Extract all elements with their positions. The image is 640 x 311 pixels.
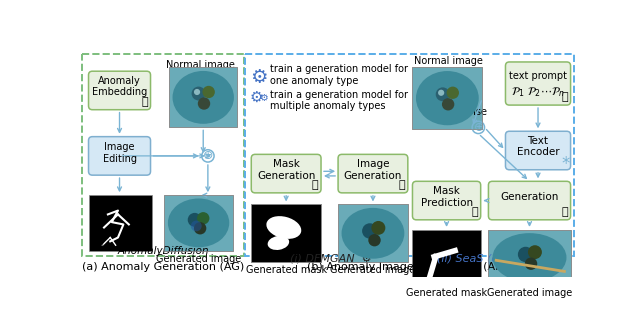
Ellipse shape — [168, 198, 229, 247]
Text: Generated mask: Generated mask — [406, 288, 487, 298]
Ellipse shape — [197, 212, 209, 225]
FancyBboxPatch shape — [506, 62, 571, 105]
Text: train a generation model for
multiple anomaly types: train a generation model for multiple an… — [270, 90, 408, 111]
Text: Text
Encoder: Text Encoder — [516, 136, 559, 157]
Text: Generated image: Generated image — [330, 265, 415, 275]
Text: Normal image: Normal image — [414, 56, 483, 66]
Bar — [164, 195, 233, 251]
FancyBboxPatch shape — [88, 71, 150, 110]
FancyBboxPatch shape — [488, 181, 571, 220]
Ellipse shape — [493, 233, 566, 282]
Bar — [83, 54, 244, 256]
Text: Generated mask: Generated mask — [246, 265, 326, 275]
Text: ⚙: ⚙ — [250, 68, 268, 87]
Text: ⚙: ⚙ — [259, 93, 268, 103]
Ellipse shape — [342, 208, 404, 259]
Ellipse shape — [371, 221, 385, 235]
Bar — [488, 230, 571, 285]
Text: AnomalyDiffusion: AnomalyDiffusion — [117, 246, 209, 256]
Text: train a generation model for
one anomaly type: train a generation model for one anomaly… — [270, 64, 408, 86]
Text: Image
Editing: Image Editing — [102, 142, 136, 164]
FancyBboxPatch shape — [412, 181, 481, 220]
Text: 🔥: 🔥 — [398, 180, 405, 190]
Ellipse shape — [438, 90, 444, 96]
Ellipse shape — [191, 86, 205, 100]
Text: Anomaly
Embedding: Anomaly Embedding — [92, 76, 147, 97]
Ellipse shape — [525, 258, 537, 270]
FancyBboxPatch shape — [88, 137, 150, 175]
Text: $\mathcal{P}_1\ \mathcal{P}_2\cdots\mathcal{P}_n$: $\mathcal{P}_1\ \mathcal{P}_2\cdots\math… — [511, 85, 565, 99]
Ellipse shape — [362, 223, 378, 239]
Text: Generated image: Generated image — [487, 288, 572, 298]
Text: 🔥: 🔥 — [141, 97, 148, 107]
Bar — [338, 204, 408, 262]
Bar — [169, 67, 237, 128]
FancyBboxPatch shape — [506, 131, 571, 170]
Bar — [252, 204, 321, 262]
Bar — [252, 204, 321, 262]
Text: Mask
Prediction: Mask Prediction — [420, 186, 472, 207]
Ellipse shape — [188, 213, 202, 227]
Ellipse shape — [202, 86, 215, 98]
Ellipse shape — [198, 97, 210, 110]
Ellipse shape — [436, 87, 450, 101]
Bar — [412, 67, 482, 129]
Ellipse shape — [266, 216, 301, 239]
Ellipse shape — [368, 234, 381, 246]
Ellipse shape — [528, 245, 542, 259]
Text: (i) DFMGAN  ⚙: (i) DFMGAN ⚙ — [289, 254, 371, 264]
Text: (b) Anomaly Image Generation (AIG): (b) Anomaly Image Generation (AIG) — [307, 262, 511, 272]
Ellipse shape — [442, 98, 454, 110]
Text: 🔥: 🔥 — [471, 207, 478, 217]
Text: Mask
Generation: Mask Generation — [257, 159, 316, 181]
Ellipse shape — [447, 86, 459, 99]
FancyBboxPatch shape — [338, 154, 408, 193]
Text: 🔥: 🔥 — [312, 180, 318, 190]
Bar — [412, 67, 482, 129]
Text: $\oplus$: $\oplus$ — [202, 149, 214, 162]
Text: 🔥: 🔥 — [561, 92, 568, 102]
Ellipse shape — [194, 89, 200, 95]
Ellipse shape — [191, 220, 202, 231]
Bar — [412, 230, 481, 285]
Bar — [245, 54, 573, 256]
Ellipse shape — [518, 247, 533, 262]
Ellipse shape — [194, 222, 206, 234]
Text: 🔥: 🔥 — [561, 207, 568, 217]
Text: text prompt: text prompt — [509, 71, 567, 81]
Text: *: * — [562, 155, 570, 173]
FancyBboxPatch shape — [252, 154, 321, 193]
Bar — [169, 67, 237, 128]
Text: Generation: Generation — [500, 193, 559, 202]
Ellipse shape — [416, 71, 479, 125]
Text: noise: noise — [461, 107, 488, 117]
Ellipse shape — [173, 71, 234, 124]
Bar — [338, 204, 408, 262]
Bar — [88, 195, 152, 251]
Text: Image
Generation: Image Generation — [344, 159, 402, 181]
Text: Normal image: Normal image — [166, 60, 235, 70]
Bar — [488, 230, 571, 285]
Ellipse shape — [268, 236, 289, 250]
Text: (a) Anomaly Generation (AG): (a) Anomaly Generation (AG) — [82, 262, 244, 272]
Bar — [164, 195, 233, 251]
Text: (ii) SeaS (ours)  ⚙⚙: (ii) SeaS (ours) ⚙⚙ — [436, 254, 547, 264]
Text: $\oplus$: $\oplus$ — [473, 121, 484, 134]
Text: Generated image: Generated image — [156, 254, 241, 264]
Text: ⚙: ⚙ — [250, 90, 264, 105]
Text: 🔥: 🔥 — [96, 239, 102, 249]
